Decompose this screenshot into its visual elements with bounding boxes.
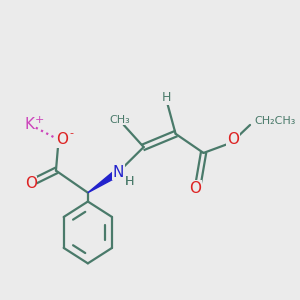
Text: O: O bbox=[56, 132, 68, 147]
Text: H: H bbox=[125, 175, 134, 188]
Text: -: - bbox=[70, 128, 74, 138]
Text: CH₃: CH₃ bbox=[110, 115, 130, 125]
Text: H: H bbox=[162, 92, 171, 104]
Text: N: N bbox=[113, 165, 124, 180]
Text: H: H bbox=[125, 175, 134, 188]
Text: O: O bbox=[227, 132, 239, 147]
Text: CH₂CH₃: CH₂CH₃ bbox=[254, 116, 296, 126]
Text: K: K bbox=[24, 118, 34, 133]
Text: O: O bbox=[25, 176, 37, 191]
Text: O: O bbox=[190, 181, 202, 196]
Polygon shape bbox=[88, 169, 120, 193]
Text: N: N bbox=[113, 165, 124, 180]
Text: +: + bbox=[34, 115, 44, 125]
